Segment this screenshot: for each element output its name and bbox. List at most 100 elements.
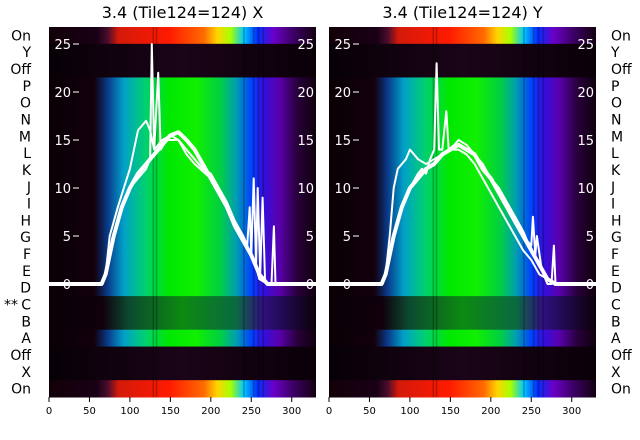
row-marker: ** <box>4 298 18 314</box>
heatmap-row <box>49 212 316 230</box>
x-tick-label: 0 <box>326 406 332 417</box>
row-label-left: H <box>20 213 31 229</box>
x-tick-label: 150 <box>161 406 180 417</box>
row-label-right: B <box>611 314 621 330</box>
overlay-curve <box>49 43 316 285</box>
heatmap-row <box>49 27 316 45</box>
heatmap-row <box>49 94 316 112</box>
heatmap-row <box>329 43 596 62</box>
heatmap-row <box>329 245 596 263</box>
heatmap-row <box>329 363 596 381</box>
row-label-right: X <box>611 365 621 381</box>
heatmap-row <box>329 161 596 179</box>
row-label-left: Off <box>10 62 31 78</box>
heatmap-row <box>329 27 596 45</box>
row-label-left: A <box>21 331 31 347</box>
row-label-right: F <box>611 247 619 263</box>
y-tick-label-right: 15 <box>297 134 314 149</box>
row-label-left: J <box>26 180 31 196</box>
x-tick-label: 250 <box>242 406 261 417</box>
heatmap-row <box>329 228 596 247</box>
y-tick-label-right: 20 <box>297 86 314 101</box>
heatmap-row <box>329 127 596 146</box>
heatmap-row <box>49 363 316 381</box>
heatmap-row <box>329 77 596 95</box>
heatmap-row <box>329 262 596 280</box>
y-tick-label-right: 10 <box>577 182 594 197</box>
row-label-left: Off <box>10 348 31 364</box>
y-tick-label: 20 <box>334 86 351 101</box>
row-label-right: On <box>611 28 631 44</box>
row-label-right: L <box>611 146 619 162</box>
panel-title: 3.4 (Tile124=124) X <box>102 3 264 22</box>
row-label-left: L <box>23 146 31 162</box>
row-label-right: E <box>611 264 620 280</box>
row-label-right: I <box>611 197 615 213</box>
overlay-curve <box>329 148 596 285</box>
overlay-curve <box>329 62 596 285</box>
heatmap-row <box>329 94 596 112</box>
heatmap-row <box>49 329 316 348</box>
y-tick-label-right: 5 <box>586 230 594 245</box>
heatmap-row <box>49 178 316 196</box>
heatmap-row <box>49 161 316 179</box>
row-label-right: C <box>611 298 621 314</box>
y-tick-label: 5 <box>343 230 351 245</box>
x-tick-label: 200 <box>481 406 500 417</box>
heatmap-row <box>329 296 596 314</box>
heatmap-row <box>49 60 316 78</box>
row-label-left: P <box>23 79 31 95</box>
heatmap-row <box>49 195 316 213</box>
row-label-left: E <box>22 264 31 280</box>
heatmap-streak <box>432 27 435 397</box>
row-label-right: H <box>611 213 622 229</box>
heatmap-streak <box>523 27 525 397</box>
heatmap-row <box>329 195 596 213</box>
x-tick-label: 50 <box>83 406 96 417</box>
panel-title: 3.4 (Tile124=124) Y <box>382 3 543 22</box>
y-tick-label: 5 <box>63 230 71 245</box>
x-tick-label: 100 <box>120 406 139 417</box>
heatmap-row <box>329 212 596 230</box>
row-label-left: M <box>19 129 31 145</box>
row-label-left: G <box>20 230 31 246</box>
x-tick-label: 0 <box>46 406 52 417</box>
row-label-left: Y <box>21 45 31 61</box>
y-tick-label: 25 <box>334 38 351 53</box>
row-label-right: D <box>611 281 622 297</box>
heatmap-row <box>49 144 316 163</box>
x-tick-label: 50 <box>363 406 376 417</box>
x-tick-label: 250 <box>522 406 541 417</box>
row-label-right: O <box>611 96 622 112</box>
row-label-left: I <box>27 197 31 213</box>
heatmap-row <box>49 111 316 129</box>
heatmap-row <box>329 312 596 331</box>
row-label-right: On <box>611 382 631 398</box>
row-label-right: N <box>611 113 621 129</box>
heatmap-row <box>49 43 316 62</box>
row-label-left: B <box>21 314 31 330</box>
row-label-right: Off <box>611 348 632 364</box>
y-tick-label: 20 <box>54 86 71 101</box>
heatmap-row <box>329 144 596 163</box>
y-tick-label: 15 <box>334 134 351 149</box>
y-tick-label: 10 <box>334 182 351 197</box>
row-label-left: O <box>20 96 31 112</box>
row-label-right: K <box>611 163 621 179</box>
heatmap-row <box>49 262 316 280</box>
heatmap-streak <box>152 27 155 397</box>
heatmap-streak <box>542 27 545 397</box>
heatmap-row <box>49 245 316 263</box>
heatmap-row <box>329 346 596 364</box>
y-tick-label-right: 20 <box>577 86 594 101</box>
heatmap-streak <box>155 27 158 397</box>
heatmap-streak <box>532 27 535 397</box>
heatmap-row <box>49 380 316 398</box>
row-label-left: D <box>20 281 31 297</box>
x-tick-label: 300 <box>562 406 581 417</box>
heatmap-row <box>329 329 596 348</box>
y-tick-label: 10 <box>54 182 71 197</box>
